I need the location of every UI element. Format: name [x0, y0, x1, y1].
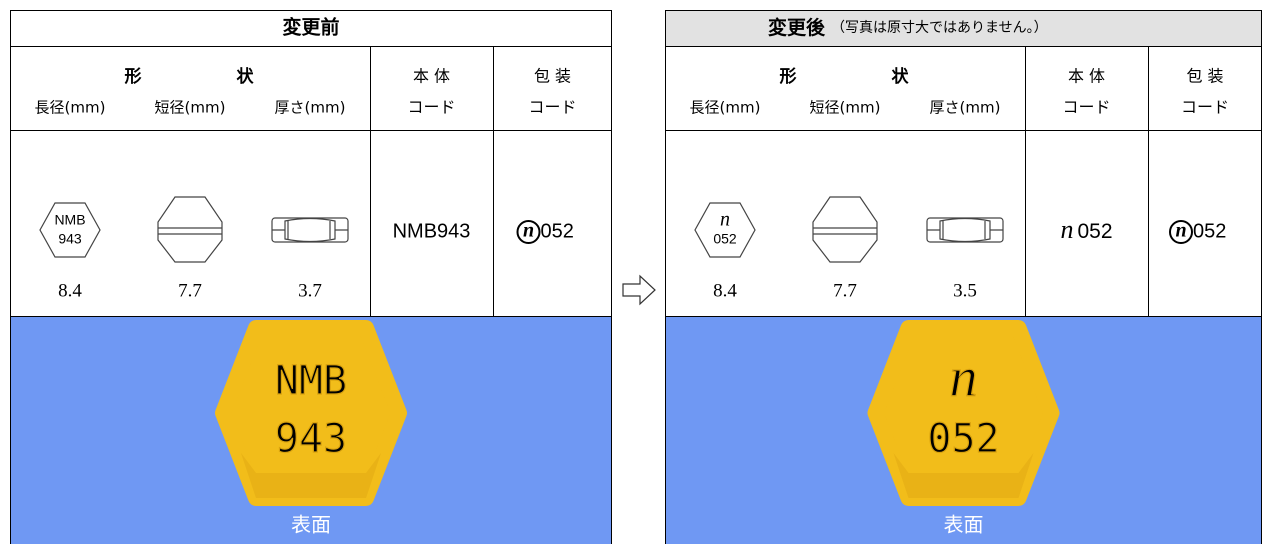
- package-mark: n: [1175, 220, 1186, 242]
- pill-imprint: n: [950, 347, 978, 409]
- header-body-code: 本 体: [413, 67, 450, 86]
- title-text: 変更後: [768, 16, 826, 39]
- body-code-mark: n: [1060, 215, 1073, 244]
- front-view: [694, 202, 756, 258]
- header-dimension: 短径(mm): [810, 99, 881, 117]
- pill-imprint: 943: [275, 416, 347, 462]
- panel: 変更後 （写真は原寸大ではありません。） 形 状長径(mm) 短径(mm) 厚さ(mm) 本…: [665, 10, 1262, 545]
- pill-shade: [893, 453, 1034, 498]
- dimension: 7.7: [833, 280, 857, 301]
- dimension: 3.7: [298, 280, 322, 301]
- package-mark: n: [523, 220, 534, 242]
- header-package-code: 包 装: [534, 67, 571, 86]
- dimension: 8.4: [58, 280, 82, 301]
- package-code: 052: [541, 220, 574, 242]
- header-shape: 状: [237, 66, 255, 87]
- imprint: 943: [58, 231, 82, 247]
- header-dimension: 短径(mm): [155, 99, 226, 117]
- imprint: n: [720, 209, 730, 231]
- panel: 変更前形 状長径(mm) 短径(mm) 厚さ(mm)本 体包 装コード コードNMB94…: [10, 10, 612, 545]
- header-body-code: コード: [1062, 98, 1110, 117]
- header-shape: 形: [780, 66, 797, 87]
- body-code: NMB943: [393, 220, 471, 242]
- side-view: [157, 196, 223, 263]
- dimension: 3.5: [953, 280, 977, 301]
- header-dimension: 厚さ(mm): [275, 99, 346, 117]
- body-code-number: 052: [1077, 220, 1112, 243]
- dimension: 7.7: [178, 280, 202, 301]
- header-dimension: 長径(mm): [690, 99, 761, 117]
- header-dimension: 厚さ(mm): [930, 99, 1001, 117]
- header-shape: 形: [125, 66, 142, 87]
- front-view: [39, 202, 101, 258]
- pill-imprint: NMB: [275, 358, 347, 404]
- thickness-view-line: [927, 217, 1003, 243]
- header-shape: 状: [892, 66, 910, 87]
- body-code: n 052: [1060, 215, 1112, 244]
- title-cell: [10, 10, 612, 46]
- title: 変更前: [282, 16, 339, 39]
- photo-caption: 表面: [944, 513, 984, 537]
- dimension: 8.4: [713, 280, 737, 301]
- package-mark-circle: [1169, 220, 1193, 244]
- side-view: [812, 196, 878, 263]
- header-package-code: 包 装: [1186, 67, 1223, 86]
- pill-shade: [241, 453, 381, 498]
- header-body-code: コード: [407, 98, 455, 117]
- pill-imprint: 052: [927, 416, 999, 462]
- header-dimension: 長径(mm): [35, 99, 106, 117]
- package-mark-circle: [516, 220, 541, 244]
- title-cell: [665, 10, 1262, 46]
- arrow: [622, 274, 656, 306]
- title: 変更後 （写真は原寸大ではありません。）: [768, 16, 1048, 39]
- imprint: 052: [713, 231, 737, 247]
- header-package-code: コード: [1181, 98, 1229, 117]
- header-body-code: 本 体: [1068, 67, 1105, 86]
- title-note: （写真は原寸大ではありません。）: [831, 20, 1048, 36]
- thickness-view-line: [272, 217, 348, 243]
- package-code: 052: [1193, 220, 1226, 242]
- imprint: NMB: [54, 212, 85, 228]
- header-package-code: コード: [528, 98, 576, 117]
- photo-caption: 表面: [291, 513, 331, 537]
